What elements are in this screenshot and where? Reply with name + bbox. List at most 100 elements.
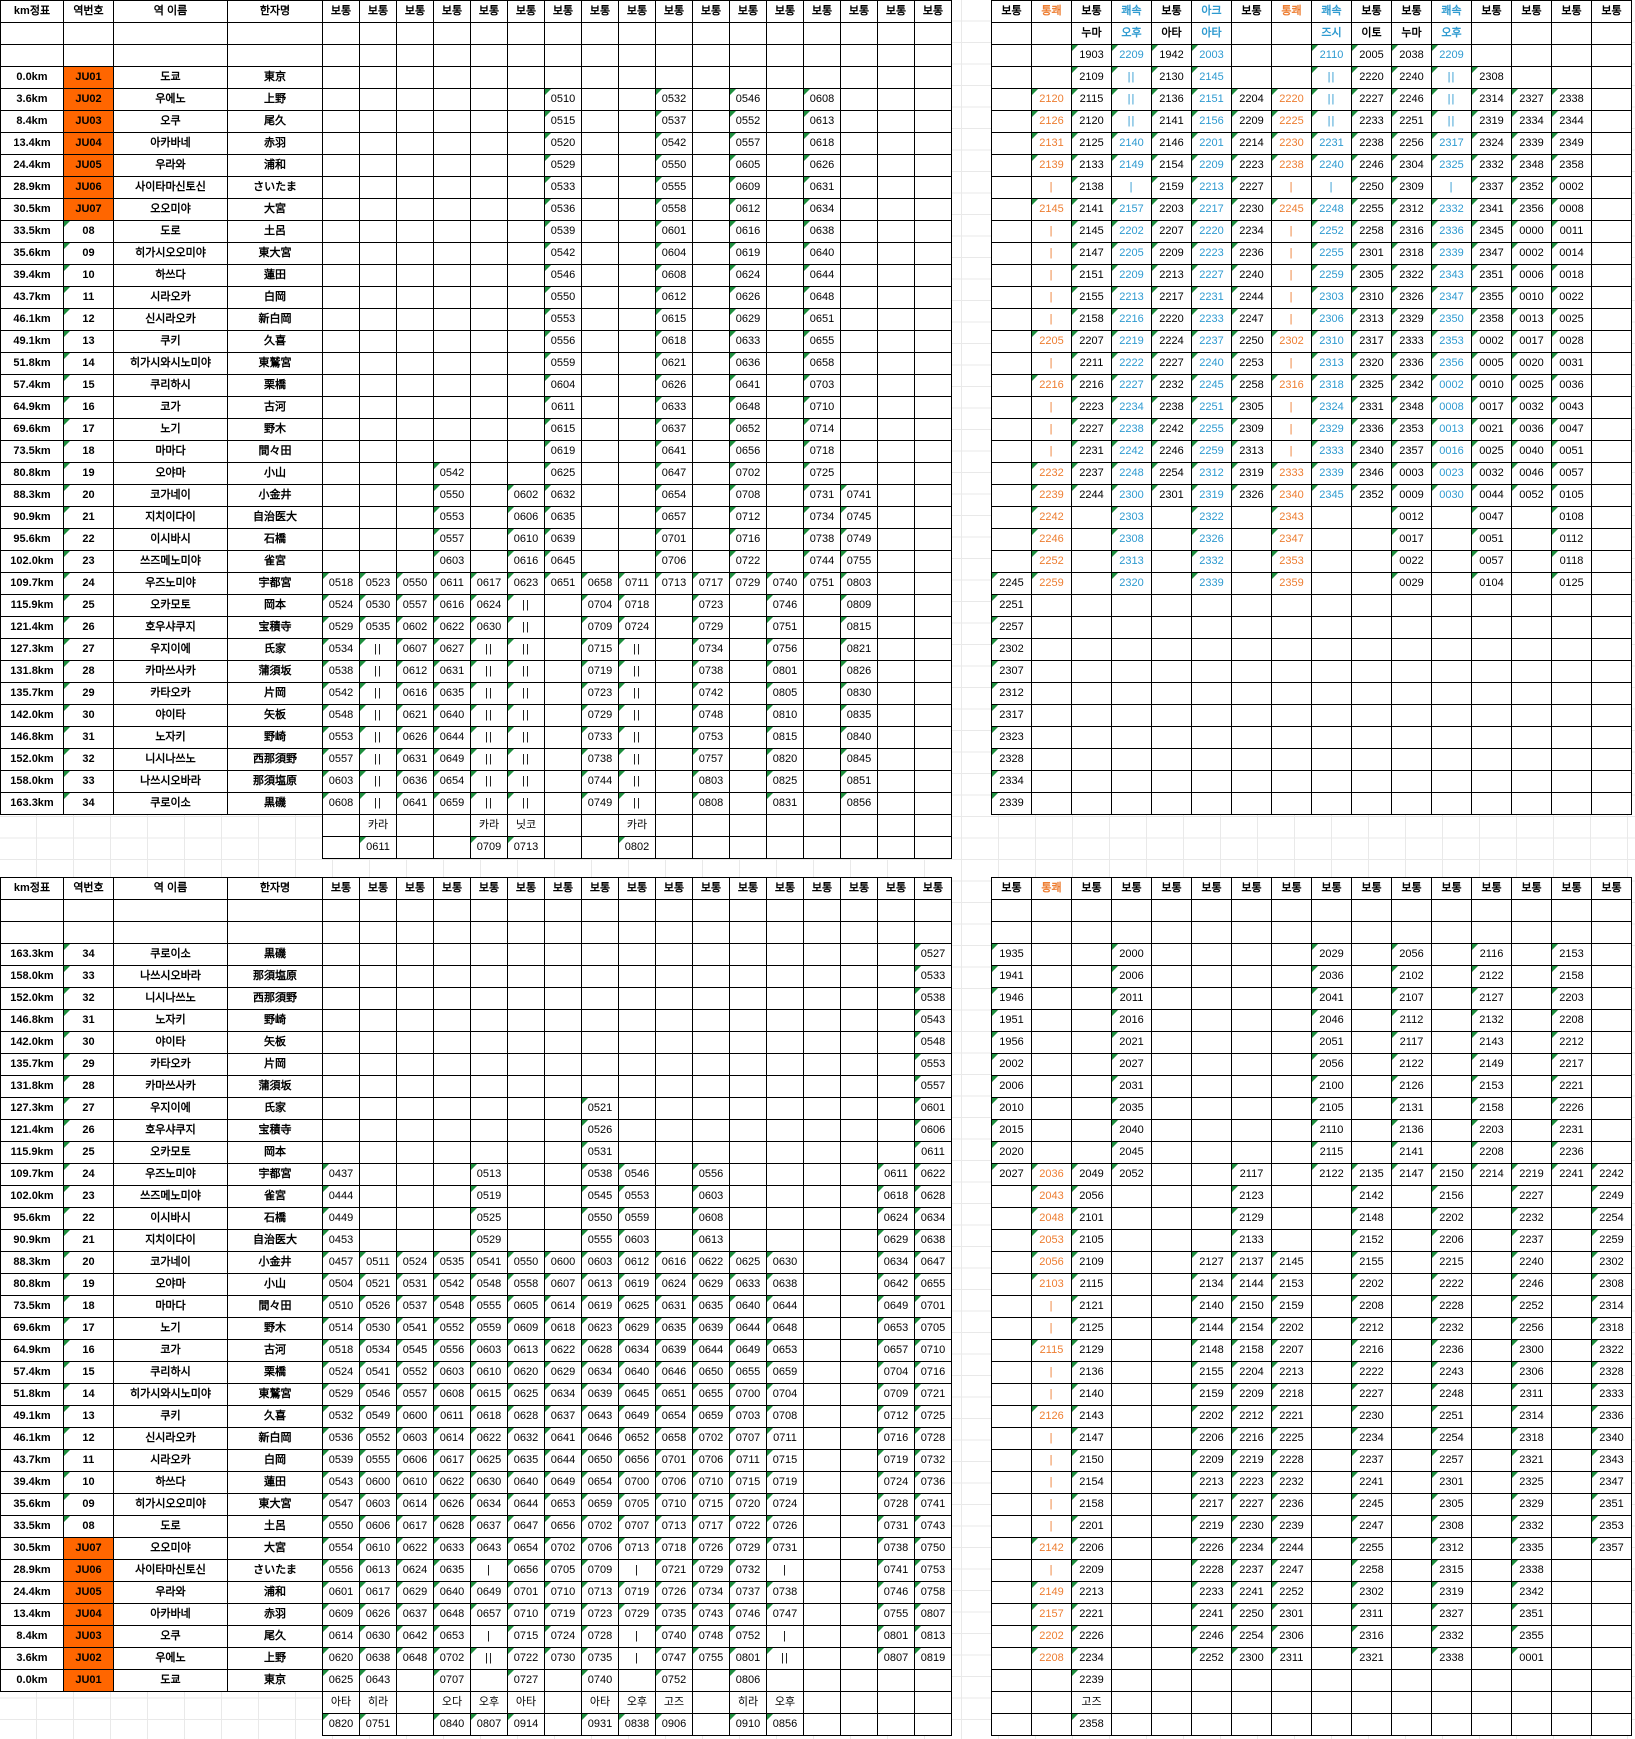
time-cell[interactable]: 2149: [1111, 154, 1152, 177]
kanji-cell[interactable]: 宇都宮: [227, 1163, 323, 1186]
footer-destination-cell[interactable]: [803, 1691, 841, 1714]
kanji-cell[interactable]: 蓮田: [227, 1471, 323, 1494]
time-cell[interactable]: [1071, 1119, 1112, 1142]
footer-time-cell[interactable]: [544, 1713, 582, 1736]
time-cell[interactable]: 2227: [1351, 88, 1392, 111]
time-cell[interactable]: [991, 374, 1032, 397]
time-cell[interactable]: 0644: [766, 1295, 804, 1318]
footer-destination-cell[interactable]: [544, 814, 582, 837]
footer-time-cell[interactable]: [1232, 837, 1272, 859]
time-cell[interactable]: [1031, 987, 1072, 1010]
time-cell[interactable]: 0547: [322, 1493, 360, 1516]
footer-destination-cell[interactable]: 아타: [581, 1691, 619, 1714]
time-cell[interactable]: [433, 899, 471, 922]
time-cell[interactable]: 2209: [1071, 1559, 1112, 1582]
station-number-cell[interactable]: 14: [63, 352, 114, 375]
time-cell[interactable]: 0729: [692, 616, 730, 639]
footer-time-cell[interactable]: [877, 836, 915, 859]
station-name-cell[interactable]: 카타오카: [113, 1053, 228, 1076]
time-cell[interactable]: [1071, 682, 1112, 705]
time-cell[interactable]: [1471, 1427, 1512, 1450]
time-cell[interactable]: [1271, 987, 1312, 1010]
time-cell[interactable]: 0118: [1551, 550, 1592, 573]
time-cell[interactable]: 0618: [877, 1185, 915, 1208]
time-cell[interactable]: 0104: [1471, 572, 1512, 595]
time-cell[interactable]: [322, 965, 360, 988]
time-cell[interactable]: [1071, 704, 1112, 727]
time-cell[interactable]: 0549: [359, 1405, 397, 1428]
time-cell[interactable]: 2237: [1511, 1229, 1552, 1252]
pass-cell[interactable]: |: [618, 1625, 656, 1648]
time-cell[interactable]: [1111, 660, 1152, 683]
time-cell[interactable]: [803, 1031, 841, 1054]
time-cell[interactable]: 2345: [1471, 220, 1512, 243]
time-cell[interactable]: [396, 528, 434, 551]
time-cell[interactable]: [1471, 1559, 1512, 1582]
time-cell[interactable]: [766, 1075, 804, 1098]
time-cell[interactable]: 2331: [1351, 396, 1392, 419]
pass-cell[interactable]: ||: [1431, 88, 1472, 111]
time-cell[interactable]: 0741: [914, 1493, 952, 1516]
time-cell[interactable]: 0710: [692, 1471, 730, 1494]
time-cell[interactable]: [729, 748, 767, 771]
gap-cell[interactable]: [952, 878, 992, 900]
time-cell[interactable]: [1311, 1537, 1352, 1560]
time-cell[interactable]: 0624: [655, 1273, 693, 1296]
time-cell[interactable]: 0625: [544, 462, 582, 485]
time-cell[interactable]: [914, 506, 952, 529]
pass-cell[interactable]: |: [1031, 286, 1072, 309]
time-cell[interactable]: [1311, 660, 1352, 683]
time-cell[interactable]: 2318: [1311, 374, 1352, 397]
time-cell[interactable]: 0612: [396, 660, 434, 683]
time-cell[interactable]: [396, 264, 434, 287]
time-cell[interactable]: [1111, 1427, 1152, 1450]
time-cell[interactable]: 0615: [655, 308, 693, 331]
time-cell[interactable]: [877, 374, 915, 397]
time-cell[interactable]: 0621: [655, 352, 693, 375]
time-cell[interactable]: [1311, 726, 1352, 749]
time-cell[interactable]: [470, 154, 508, 177]
time-cell[interactable]: [581, 286, 619, 309]
type-header-cell[interactable]: 보통: [1351, 0, 1392, 23]
time-cell[interactable]: 0634: [581, 1361, 619, 1384]
time-cell[interactable]: [1591, 44, 1632, 67]
time-cell[interactable]: 0719: [766, 1471, 804, 1494]
time-cell[interactable]: 0701: [655, 1449, 693, 1472]
time-cell[interactable]: [470, 44, 508, 67]
time-cell[interactable]: 2105: [1311, 1097, 1352, 1120]
time-cell[interactable]: 0741: [840, 484, 878, 507]
time-cell[interactable]: [877, 110, 915, 133]
kanji-cell[interactable]: 西那須野: [227, 987, 323, 1010]
time-cell[interactable]: 2217: [1551, 1053, 1592, 1076]
time-cell[interactable]: 0715: [581, 638, 619, 661]
time-cell[interactable]: [1591, 198, 1632, 221]
time-cell[interactable]: [1551, 682, 1592, 705]
time-cell[interactable]: [914, 594, 952, 617]
time-cell[interactable]: [1591, 286, 1632, 309]
info-header-cell[interactable]: 한자명: [227, 0, 323, 23]
pass-cell[interactable]: ||: [618, 660, 656, 683]
station-name-cell[interactable]: 호우샤쿠지: [113, 1119, 228, 1142]
kanji-cell[interactable]: 新白岡: [227, 308, 323, 331]
gap-cell[interactable]: [952, 815, 992, 837]
time-cell[interactable]: [433, 987, 471, 1010]
time-cell[interactable]: 2239: [1031, 484, 1072, 507]
time-cell[interactable]: 2156: [1191, 110, 1232, 133]
type-header-cell[interactable]: 보통: [877, 877, 915, 900]
time-cell[interactable]: 0518: [322, 1339, 360, 1362]
time-cell[interactable]: 2212: [1551, 1031, 1592, 1054]
time-cell[interactable]: 0603: [396, 1427, 434, 1450]
time-cell[interactable]: 0652: [618, 1427, 656, 1450]
time-cell[interactable]: [507, 176, 545, 199]
time-cell[interactable]: 2243: [1431, 1361, 1472, 1384]
time-cell[interactable]: [1511, 1075, 1552, 1098]
gap-cell[interactable]: [952, 89, 992, 111]
time-cell[interactable]: [1391, 1295, 1432, 1318]
time-cell[interactable]: [1591, 88, 1632, 111]
time-cell[interactable]: 2240: [1231, 264, 1272, 287]
time-cell[interactable]: [803, 899, 841, 922]
time-cell[interactable]: [1151, 660, 1192, 683]
time-cell[interactable]: 2303: [1111, 506, 1152, 529]
time-cell[interactable]: [1591, 616, 1632, 639]
time-cell[interactable]: [618, 396, 656, 419]
